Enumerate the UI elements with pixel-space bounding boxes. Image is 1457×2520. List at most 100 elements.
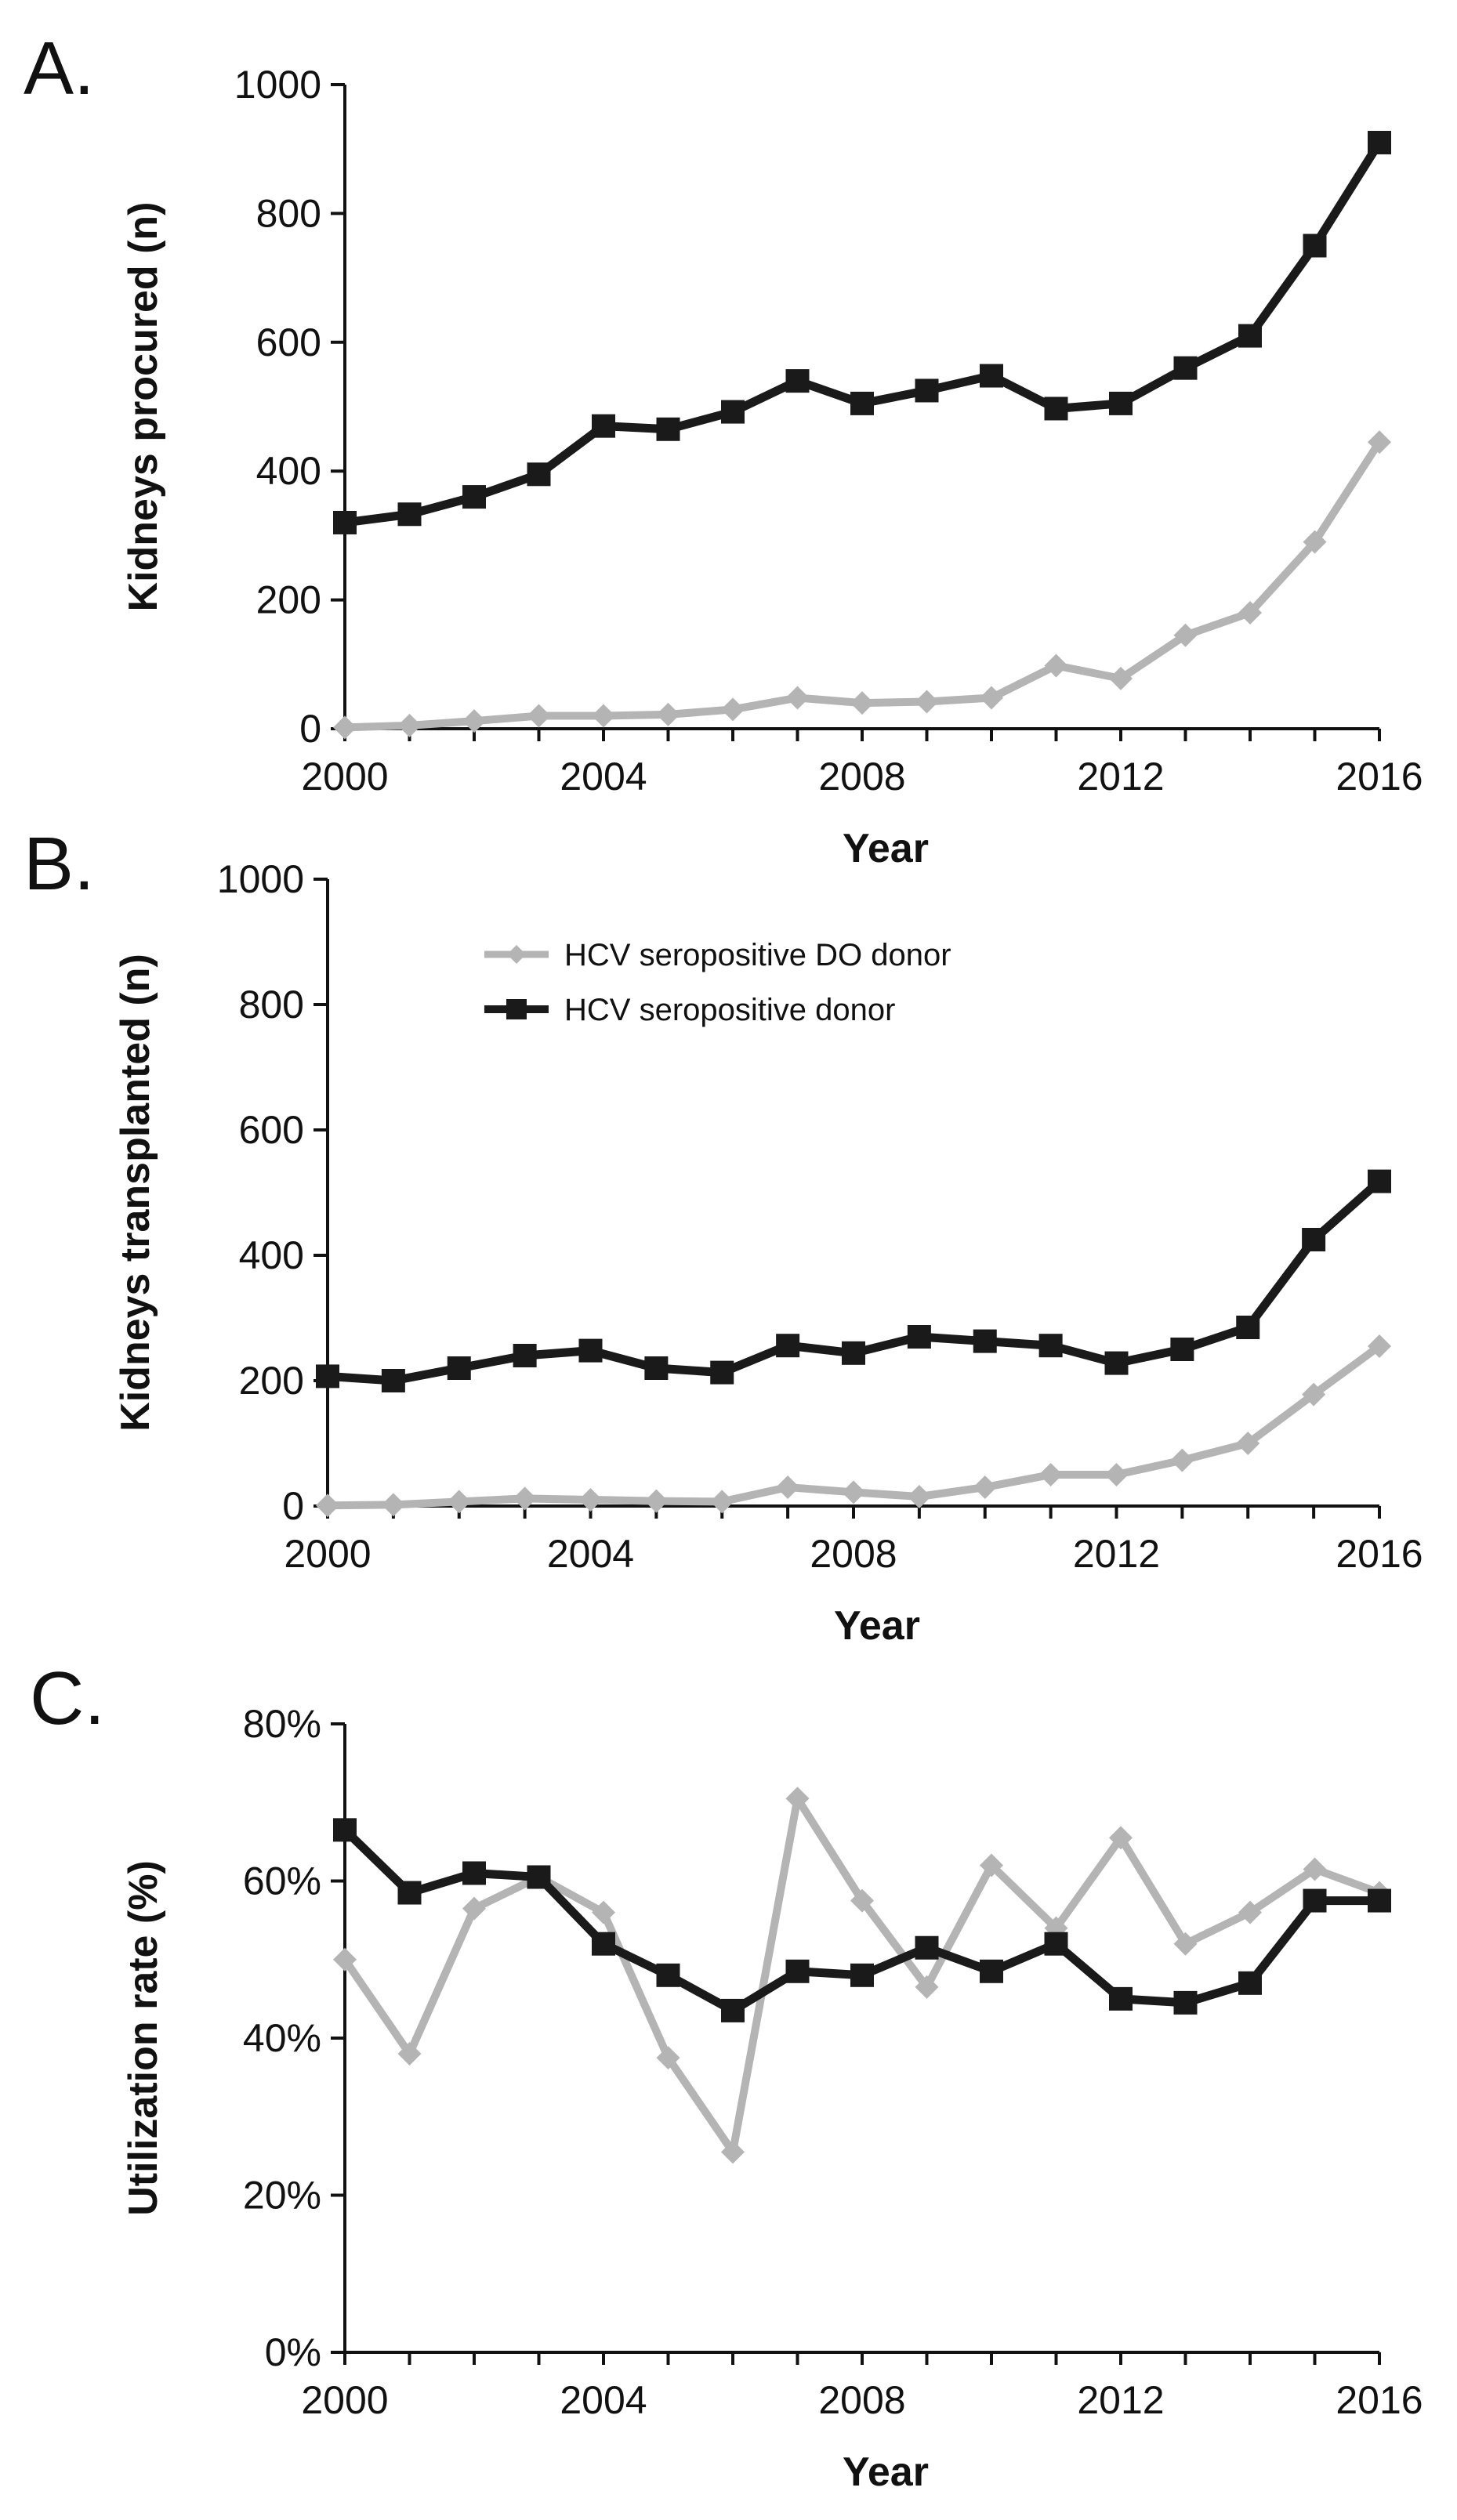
data-point-square — [578, 1338, 603, 1363]
panel-label: B. — [24, 822, 95, 906]
data-point-diamond — [721, 697, 745, 722]
data-point-square — [447, 1356, 471, 1380]
x-tick-label: 2008 — [818, 2378, 905, 2422]
y-tick-label: 1000 — [217, 857, 304, 901]
x-tick-label: 2008 — [810, 1532, 897, 1576]
data-point-square — [1302, 1228, 1326, 1251]
data-point-square — [527, 462, 551, 487]
data-point-square — [333, 1818, 357, 1842]
y-tick-label: 0 — [299, 707, 321, 751]
data-point-square — [592, 1932, 615, 1956]
square-marker-icon — [506, 999, 527, 1019]
data-point-square — [462, 485, 486, 509]
data-point-diamond — [1368, 430, 1391, 454]
data-point-diamond — [527, 704, 551, 728]
data-point-square — [973, 1329, 997, 1353]
data-point-diamond — [850, 1888, 874, 1913]
x-tick-label: 2012 — [1077, 2378, 1164, 2422]
y-tick-label: 600 — [256, 320, 321, 364]
data-point-square — [1238, 324, 1262, 348]
data-point-diamond — [381, 1493, 405, 1517]
data-point-square — [850, 1963, 874, 1987]
data-point-diamond — [842, 1480, 865, 1504]
data-point-diamond — [316, 1494, 339, 1518]
y-tick-label: 20% — [243, 2174, 321, 2218]
x-tick-label: 2000 — [284, 1532, 371, 1576]
data-point-square — [1368, 130, 1391, 154]
data-point-diamond — [785, 1787, 810, 1811]
data-point-square — [513, 1344, 537, 1367]
x-axis-label: Year — [834, 1603, 920, 1649]
data-point-diamond — [1173, 623, 1198, 647]
y-tick-label: 400 — [256, 449, 321, 493]
panel-b: B. 0 200 400 600 800 1000 2000 2004 2008 2012 2016 Y… — [24, 822, 1423, 1649]
data-point-diamond — [592, 704, 615, 728]
data-point-square — [316, 1364, 339, 1389]
data-point-diamond — [1109, 666, 1133, 690]
data-point-square — [592, 414, 615, 438]
data-point-diamond — [1303, 1857, 1327, 1881]
data-point-square — [842, 1341, 865, 1365]
data-point-diamond — [1238, 1900, 1262, 1924]
x-tick-label: 2008 — [818, 755, 905, 798]
data-point-diamond — [710, 1490, 734, 1514]
data-point-square — [1044, 1932, 1068, 1956]
x-tick-label: 2012 — [1077, 755, 1164, 798]
x-tick-label: 2016 — [1336, 1532, 1423, 1576]
data-point-square — [397, 502, 422, 527]
data-point-square — [721, 400, 745, 424]
data-point-diamond — [578, 1488, 603, 1512]
series-donor — [316, 1169, 1391, 1392]
data-point-diamond — [1302, 1382, 1326, 1407]
data-point-square — [1104, 1351, 1129, 1375]
data-point-diamond — [1104, 1463, 1129, 1486]
x-tick-label: 2000 — [301, 2378, 388, 2422]
data-point-square — [656, 1963, 680, 1987]
diamond-marker-icon — [507, 945, 526, 964]
x-tick-label: 2004 — [560, 755, 647, 798]
data-point-square — [333, 510, 357, 534]
y-tick-label: 0% — [265, 2330, 321, 2374]
data-point-diamond — [397, 2042, 422, 2066]
y-axis-label: Kidneys procured (n) — [121, 202, 166, 612]
data-point-square — [915, 378, 939, 403]
data-point-square — [1303, 234, 1327, 258]
panel-label: C. — [30, 1656, 105, 1740]
legend-label: HCV seropositive DO donor — [564, 938, 951, 972]
data-point-diamond — [785, 686, 810, 710]
data-point-square — [710, 1360, 734, 1385]
y-tick-label: 800 — [239, 983, 304, 1026]
data-point-square — [980, 1959, 1003, 1983]
data-point-diamond — [656, 702, 680, 726]
x-tick-label: 2012 — [1073, 1532, 1160, 1576]
panel-a: A. 0 200 400 600 800 1000 2000 2004 2008 2012 2016 Y… — [24, 27, 1423, 871]
legend: HCV seropositive DO donor HCV seropositiv… — [484, 938, 951, 1027]
y-tick-label: 60% — [243, 1859, 321, 1903]
data-point-diamond — [397, 713, 422, 737]
panel-c: C. 0% 20% 40% 60% 80% 2000 2004 2008 2012 2016 Year… — [30, 1656, 1423, 2495]
y-tick-label: 400 — [239, 1233, 304, 1277]
legend-label: HCV seropositive donor — [564, 993, 895, 1027]
data-point-square — [907, 1325, 931, 1349]
legend-item: HCV seropositive DO donor — [484, 938, 951, 972]
data-point-square — [776, 1334, 800, 1358]
data-point-square — [915, 1935, 939, 1960]
data-point-square — [850, 391, 874, 415]
data-point-diamond — [907, 1485, 931, 1508]
data-point-diamond — [333, 1947, 357, 1971]
data-point-square — [1368, 1888, 1391, 1913]
data-point-diamond — [1368, 1334, 1391, 1358]
data-point-diamond — [447, 1490, 471, 1514]
data-point-diamond — [1038, 1463, 1063, 1486]
data-point-square — [527, 1865, 551, 1889]
series-donor — [333, 1818, 1391, 2022]
y-axis-label: Kidneys transplanted (n) — [113, 954, 158, 1432]
data-point-square — [1173, 356, 1198, 380]
x-tick-label: 2004 — [560, 2378, 647, 2422]
data-point-diamond — [1170, 1448, 1194, 1472]
data-point-diamond — [1109, 1826, 1133, 1850]
data-point-square — [721, 1998, 745, 2022]
x-tick-label: 2016 — [1336, 2378, 1423, 2422]
series-do-donor — [316, 1334, 1391, 1518]
